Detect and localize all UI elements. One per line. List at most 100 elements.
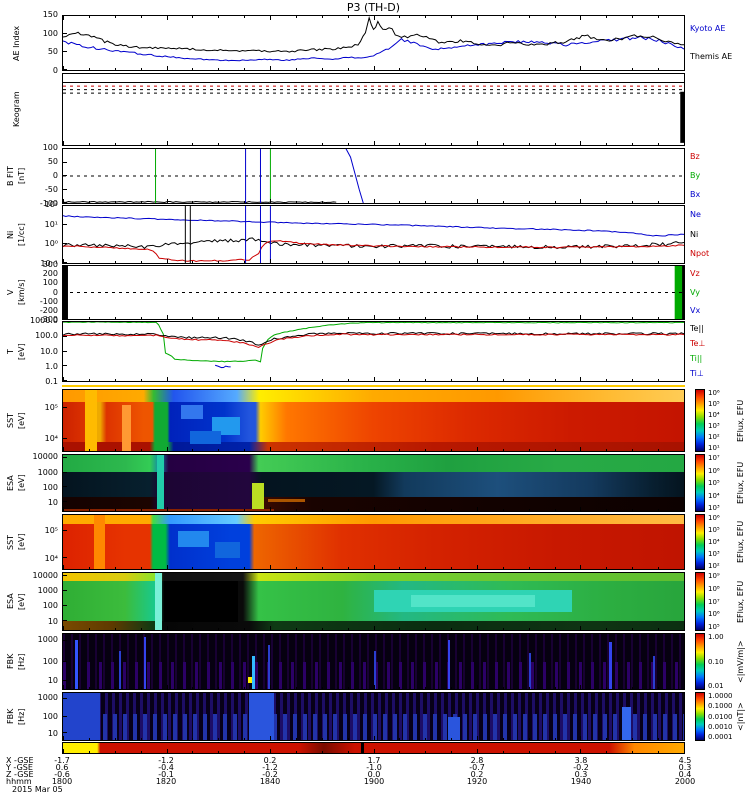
colorbar-tick: 10⁴ xyxy=(708,411,720,419)
xtick-mark xyxy=(684,315,685,319)
ylabel-v: V xyxy=(6,289,15,296)
xtick-mark xyxy=(321,68,323,70)
xtick-mark xyxy=(63,626,64,630)
spec-block xyxy=(652,656,656,689)
panel-bfit xyxy=(62,148,685,204)
xtick-mark xyxy=(347,751,349,753)
xtick-mark xyxy=(580,16,582,20)
xtick-mark xyxy=(554,567,556,569)
ylabel-units-esa_i: [eV] xyxy=(17,474,26,492)
xtick-mark xyxy=(140,16,142,18)
xtick-mark xyxy=(295,68,297,70)
xtick-mark xyxy=(218,628,220,630)
xtick-mark xyxy=(114,317,116,319)
xtick-mark xyxy=(218,379,220,381)
xtick-mark xyxy=(632,379,634,381)
xtick-mark xyxy=(295,16,297,18)
ytick-label: 10¹ xyxy=(44,220,58,229)
xtick-mark xyxy=(502,738,504,740)
date-label: 2015 Mar 05 xyxy=(12,785,63,794)
ylabel-fbk_b: FBK xyxy=(6,708,15,725)
xtick-mark xyxy=(192,751,194,753)
plot-ni xyxy=(63,206,684,263)
xtick-mark xyxy=(269,565,271,569)
xtick-mark xyxy=(477,749,479,753)
xtick-mark xyxy=(502,201,504,203)
xtick-mark xyxy=(554,738,556,740)
eph-value: -0.2 xyxy=(573,763,589,772)
xtick-mark xyxy=(244,317,246,319)
colorbar-tick: 10⁵ xyxy=(708,479,720,487)
xtick-mark xyxy=(502,261,504,263)
xtick-mark xyxy=(528,317,530,319)
xtick-mark xyxy=(269,66,271,70)
xtick-mark xyxy=(88,68,90,70)
xtick-mark xyxy=(166,507,168,511)
colorbar-tick: 1.0000 xyxy=(708,692,733,700)
colorbar-esa_i xyxy=(695,454,705,512)
xtick-mark xyxy=(166,447,168,451)
xtick-mark xyxy=(218,16,220,18)
time-tick-label: 1800 xyxy=(51,777,73,786)
xtick-mark xyxy=(684,377,685,381)
ytick-label: -100 xyxy=(39,297,58,306)
colorbar-tick: 10⁴ xyxy=(708,538,720,546)
ytick-mark xyxy=(63,715,67,717)
xtick-mark xyxy=(140,261,142,263)
xtick-mark xyxy=(399,628,401,630)
colorbar-fbk_e xyxy=(695,633,705,690)
xtick-mark xyxy=(554,317,556,319)
xtick-mark xyxy=(632,143,634,145)
xtick-mark xyxy=(88,379,90,381)
xtick-mark xyxy=(684,199,685,203)
ytick-mark xyxy=(63,486,67,488)
xtick-mark xyxy=(451,687,453,689)
xtick-mark xyxy=(321,261,323,263)
colorbar-tick: 10³ xyxy=(708,550,720,558)
xtick-mark xyxy=(321,687,323,689)
xtick-mark xyxy=(114,16,116,18)
ytick-mark xyxy=(63,148,67,149)
xtick-mark xyxy=(528,379,530,381)
colorbar-tick: 10¹ xyxy=(708,444,720,452)
xtick-mark xyxy=(399,68,401,70)
ytick-mark xyxy=(63,300,67,302)
xtick-mark xyxy=(451,261,453,263)
xtick-mark xyxy=(321,317,323,319)
xtick-mark xyxy=(554,628,556,630)
ytick-mark xyxy=(63,15,67,16)
xtick-mark xyxy=(477,447,479,451)
xtick-mark xyxy=(140,687,142,689)
ylabel-units-v: [km/s] xyxy=(17,279,26,306)
xtick-mark xyxy=(295,261,297,263)
xtick-mark xyxy=(373,507,375,511)
xtick-mark xyxy=(63,447,64,451)
xtick-mark xyxy=(451,143,453,145)
xtick-mark xyxy=(295,379,297,381)
colorbar-tick: 10² xyxy=(708,433,720,441)
ytick-label: 10⁰ xyxy=(44,239,58,248)
xtick-mark xyxy=(166,749,168,753)
ytick-mark xyxy=(63,69,67,70)
xtick-mark xyxy=(244,143,246,145)
xtick-mark xyxy=(580,199,582,203)
xtick-mark xyxy=(684,736,685,740)
xtick-mark xyxy=(451,567,453,569)
eph-value: 4.5 xyxy=(678,756,692,765)
xtick-mark xyxy=(114,687,116,689)
xtick-mark xyxy=(554,16,556,18)
xtick-mark xyxy=(632,687,634,689)
spec-block xyxy=(267,645,271,689)
time-tick-label: 1920 xyxy=(466,777,488,786)
xtick-mark xyxy=(218,751,220,753)
spec-stripes xyxy=(63,714,684,740)
ytick-label: 100 xyxy=(42,29,58,38)
xtick-mark xyxy=(554,201,556,203)
ytick-mark xyxy=(63,335,67,337)
xtick-mark xyxy=(295,143,297,145)
xtick-mark xyxy=(321,509,323,511)
legend-ni-1: Ni xyxy=(690,230,699,239)
xtick-mark xyxy=(88,567,90,569)
plot-t xyxy=(63,322,684,381)
panel-fbk_b xyxy=(62,692,685,741)
